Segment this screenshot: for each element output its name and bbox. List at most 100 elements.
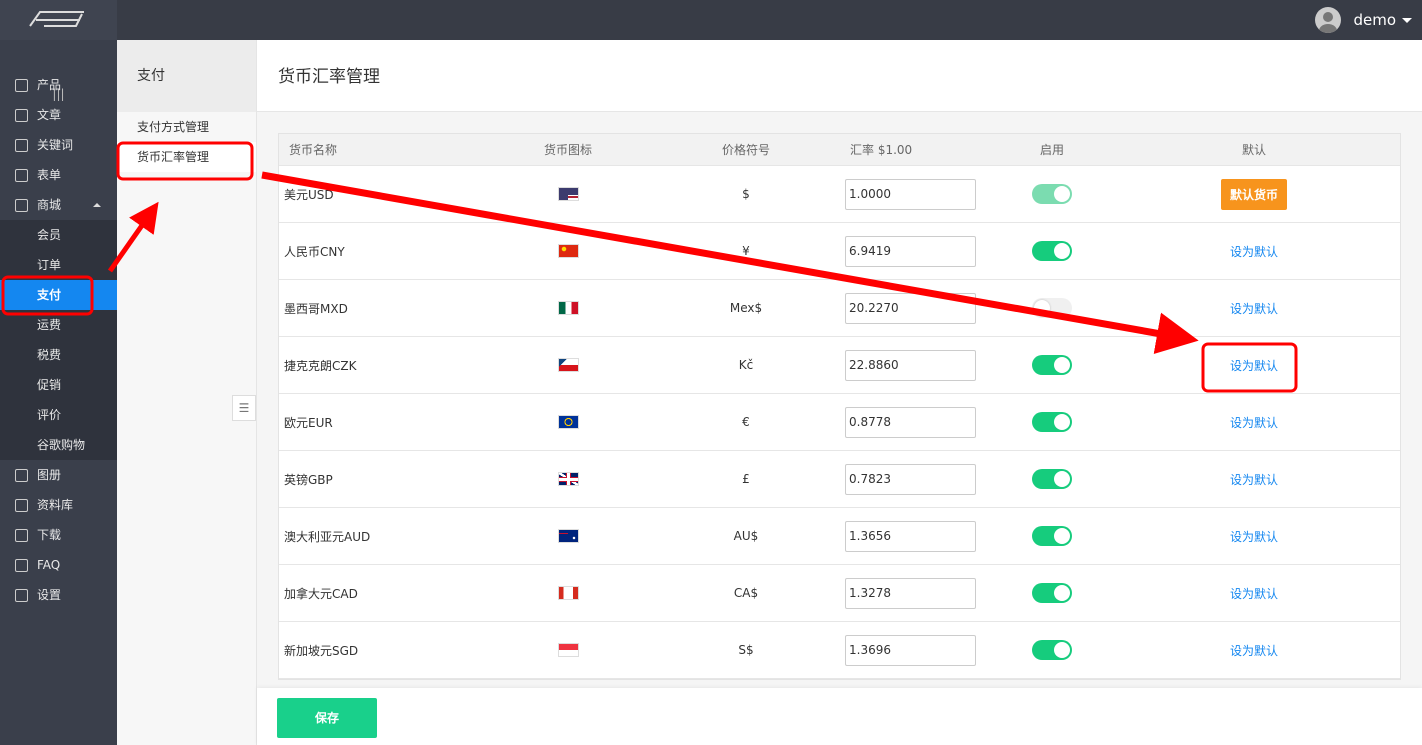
column-header: 默认	[1241, 143, 1266, 157]
nav-item[interactable]: 商城	[0, 190, 117, 220]
nav-sub-item[interactable]: 运费	[0, 310, 117, 340]
nav-sub-item[interactable]: 谷歌购物	[0, 430, 117, 460]
rate-input[interactable]: 1.0000	[845, 178, 976, 210]
enable-switch[interactable]	[1032, 640, 1072, 660]
nav-item[interactable]: 下载	[0, 520, 117, 550]
flag-cell	[508, 394, 628, 450]
nav-item[interactable]: 关键词	[0, 130, 117, 160]
currency-symbol: €	[742, 415, 750, 429]
table-row: 英镑GBP £0.7823 设为默认	[279, 451, 1400, 508]
column-header: 货币名称	[289, 143, 338, 157]
default-cell: 设为默认	[1194, 394, 1314, 450]
default-badge[interactable]: 默认货币	[1220, 178, 1287, 210]
rate-input[interactable]: 0.7823	[845, 463, 976, 495]
rate-input[interactable]: 1.3278	[845, 577, 976, 609]
switch-cell	[1012, 223, 1092, 279]
nav-item[interactable]: 文章	[0, 100, 117, 130]
enable-switch[interactable]	[1032, 298, 1072, 318]
currency-name: 澳大利亚元AUD	[284, 529, 371, 544]
nav-sub-item[interactable]: 税费	[0, 340, 117, 370]
flag-icon	[557, 187, 579, 201]
nav-item[interactable]: 设置	[0, 580, 117, 610]
save-button[interactable]: 保存	[277, 698, 377, 738]
currency-name: 捷克克朗CZK	[284, 358, 357, 373]
enable-switch[interactable]	[1032, 355, 1072, 375]
column-header: 价格符号	[721, 143, 770, 157]
nav-sub-item[interactable]: 评价	[0, 400, 117, 430]
set-default-link[interactable]: 设为默认	[1229, 415, 1278, 430]
collapse-button[interactable]: ☰	[232, 395, 256, 421]
nav-item[interactable]: 表单	[0, 160, 117, 190]
currency-symbol: CA$	[733, 586, 759, 600]
rate-input[interactable]: 1.3656	[845, 520, 976, 552]
nav-item[interactable]: 产品	[0, 70, 117, 100]
rate-input[interactable]: 6.9419	[845, 235, 976, 267]
rate-cell: 22.8860	[845, 337, 1005, 393]
main: 货币汇率管理 货币名称 货币图标 价格符号 汇率 $1.00 启用 默认 美元USD $1.0…	[257, 40, 1422, 745]
flag-icon	[557, 472, 579, 486]
nav-item[interactable]: 资料库	[0, 490, 117, 520]
user-menu[interactable]: demo	[1315, 6, 1412, 34]
table-header: 货币名称 货币图标 价格符号 汇率 $1.00 启用 默认	[279, 134, 1400, 166]
table-row: 澳大利亚元AUD AU$ 1.3656 设为默认	[279, 508, 1400, 565]
enable-switch[interactable]	[1032, 412, 1072, 432]
default-cell: 设为默认	[1194, 223, 1314, 279]
table-row: 加拿大元CAD CA$ 1.3278 设为默认	[279, 565, 1400, 622]
nav-item[interactable]: FAQ	[0, 550, 117, 580]
enable-switch[interactable]	[1032, 241, 1072, 261]
rate-input[interactable]: 0.8778	[845, 406, 976, 438]
currency-symbol: $	[742, 187, 750, 201]
nav-sub-item[interactable]: 支付	[0, 280, 117, 310]
set-default-link[interactable]: 设为默认	[1229, 358, 1278, 373]
enable-switch[interactable]	[1032, 526, 1072, 546]
default-cell: 设为默认	[1194, 337, 1314, 393]
switch-cell	[1012, 508, 1092, 564]
currency-name: 新加坡元SGD	[284, 643, 359, 658]
switch-cell	[1012, 280, 1092, 336]
nav-sub-item[interactable]: 促销	[0, 370, 117, 400]
currency-symbol: AU$	[733, 529, 759, 543]
logo[interactable]	[0, 0, 117, 40]
rate-cell: 20.2270	[845, 280, 1005, 336]
default-cell: 设为默认	[1194, 622, 1314, 678]
nav-item[interactable]: 图册	[0, 460, 117, 490]
rate-cell: 1.3696	[845, 622, 1005, 678]
currency-symbol: £	[742, 472, 750, 486]
rate-cell: 1.0000	[845, 166, 1005, 222]
sub-nav-item[interactable]: 支付方式管理	[137, 120, 210, 134]
set-default-link[interactable]: 设为默认	[1229, 301, 1278, 316]
flag-icon	[557, 301, 579, 315]
table-row: 新加坡元SGD S$ 1.3696 设为默认	[279, 622, 1400, 679]
set-default-link[interactable]: 设为默认	[1229, 586, 1278, 601]
nav-sub-item[interactable]: 订单	[0, 250, 117, 280]
flag-cell	[508, 166, 628, 222]
flag-cell	[508, 280, 628, 336]
flag-cell	[508, 508, 628, 564]
enable-switch[interactable]	[1032, 469, 1072, 489]
flag-cell	[508, 565, 628, 621]
sub-nav-item[interactable]: 货币汇率管理	[117, 142, 256, 172]
sidebar-toggle[interactable]: |||	[52, 87, 65, 101]
currency-symbol: ¥	[742, 244, 750, 258]
table-row: 墨西哥MXD Mex$ 20.2270 设为默认	[279, 280, 1400, 337]
nav-sub-item[interactable]: 会员	[0, 220, 117, 250]
sub-nav: 支付 支付方式管理 货币汇率管理	[117, 40, 257, 745]
currency-name: 加拿大元CAD	[284, 586, 358, 601]
rate-input[interactable]: 1.3696	[845, 634, 976, 666]
expand-arrow	[93, 203, 101, 207]
set-default-link[interactable]: 设为默认	[1229, 643, 1278, 658]
flag-cell	[508, 223, 628, 279]
user-name: demo	[1353, 11, 1396, 29]
currency-name: 欧元EUR	[284, 415, 333, 430]
set-default-link[interactable]: 设为默认	[1229, 244, 1278, 259]
currency-symbol: S$	[738, 643, 754, 657]
set-default-link[interactable]: 设为默认	[1229, 472, 1278, 487]
flag-icon	[557, 358, 579, 372]
rate-cell: 0.7823	[845, 451, 1005, 507]
set-default-link[interactable]: 设为默认	[1229, 529, 1278, 544]
enable-switch[interactable]	[1032, 583, 1072, 603]
rate-input[interactable]: 22.8860	[845, 349, 976, 381]
column-header: 货币图标	[543, 143, 592, 157]
rate-input[interactable]: 20.2270	[845, 292, 976, 324]
